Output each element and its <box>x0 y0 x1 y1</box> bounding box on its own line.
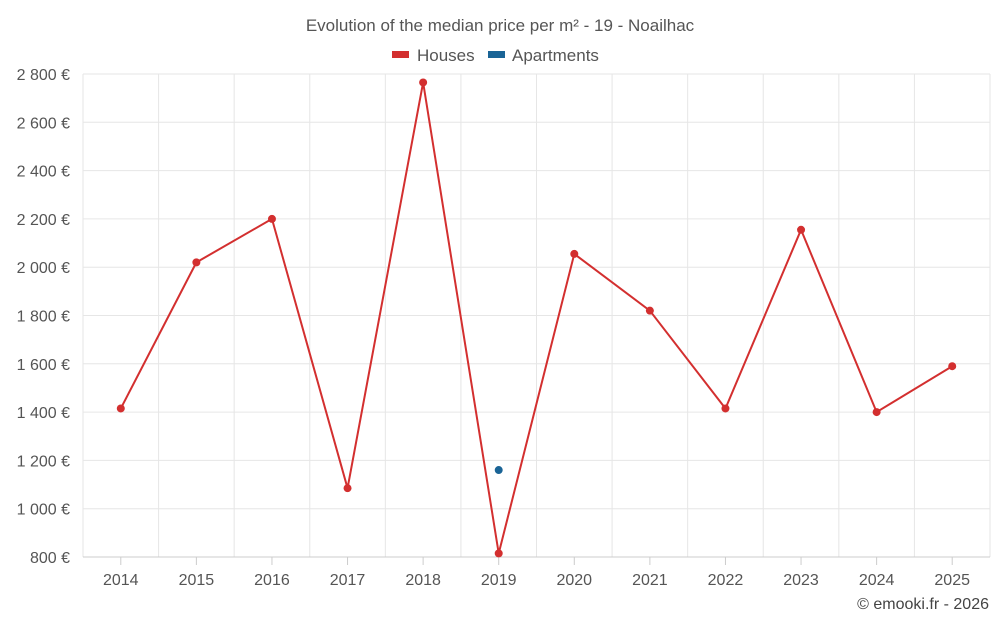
y-axis: 800 € 1 000 € 1 200 € 1 400 € 1 600 € 1 800 €… <box>17 67 70 567</box>
legend-swatch-houses <box>392 51 409 58</box>
y-tick-label: 2 000 € <box>17 260 70 277</box>
y-tick-label: 1 200 € <box>17 453 70 470</box>
y-tick-label: 2 600 € <box>17 115 70 132</box>
x-axis: 2014 2015 2016 2017 2018 2019 2020 2021 2022 2023… <box>83 556 990 589</box>
data-point-houses-2022[interactable] <box>721 404 730 413</box>
chart-title: Evolution of the median price per m² - 1… <box>306 16 695 35</box>
data-point-houses-2023[interactable] <box>797 225 806 234</box>
x-tick-label: 2022 <box>708 572 744 589</box>
x-tick-label: 2023 <box>783 572 819 589</box>
x-tick-label: 2024 <box>859 572 895 589</box>
y-tick-label: 2 400 € <box>17 164 70 181</box>
credit-text: © emooki.fr - 2026 <box>857 596 989 613</box>
x-tick-label: 2015 <box>179 572 215 589</box>
y-tick-label: 2 200 € <box>17 212 70 229</box>
x-tick-label: 2014 <box>103 572 139 589</box>
data-point-apartments-2019[interactable] <box>494 466 503 475</box>
x-tick-label: 2019 <box>481 572 517 589</box>
x-tick-label: 2016 <box>254 572 290 589</box>
data-point-houses-2019[interactable] <box>494 549 503 558</box>
series-line-houses <box>119 82 953 554</box>
series-layer <box>116 78 957 558</box>
legend: Houses Apartments <box>392 46 599 65</box>
legend-swatch-apartments <box>488 51 505 58</box>
legend-item-apartments[interactable]: Apartments <box>488 46 599 65</box>
x-tick-label: 2021 <box>632 572 668 589</box>
legend-label-apartments: Apartments <box>512 46 599 65</box>
data-point-houses-2018[interactable] <box>419 78 428 87</box>
y-tick-label: 1 000 € <box>17 502 70 519</box>
legend-label-houses: Houses <box>417 46 475 65</box>
y-tick-label: 1 400 € <box>17 405 70 422</box>
y-tick-label: 1 800 € <box>17 309 70 326</box>
y-tick-label: 1 600 € <box>17 357 70 374</box>
grid <box>82 73 991 557</box>
data-point-houses-2021[interactable] <box>645 306 654 315</box>
legend-item-houses[interactable]: Houses <box>392 46 475 65</box>
data-point-houses-2017[interactable] <box>343 484 352 493</box>
data-point-houses-2025[interactable] <box>948 362 957 371</box>
x-tick-label: 2018 <box>405 572 441 589</box>
y-tick-label: 800 € <box>30 550 70 567</box>
y-tick-label: 2 800 € <box>17 67 70 84</box>
x-tick-label: 2017 <box>330 572 366 589</box>
data-point-houses-2024[interactable] <box>872 408 881 417</box>
data-point-houses-2020[interactable] <box>570 249 579 258</box>
x-tick-label: 2020 <box>556 572 592 589</box>
x-tick-label: 2025 <box>934 572 970 589</box>
data-point-houses-2015[interactable] <box>192 258 201 267</box>
data-point-houses-2016[interactable] <box>267 214 276 223</box>
data-point-houses-2014[interactable] <box>116 404 125 413</box>
